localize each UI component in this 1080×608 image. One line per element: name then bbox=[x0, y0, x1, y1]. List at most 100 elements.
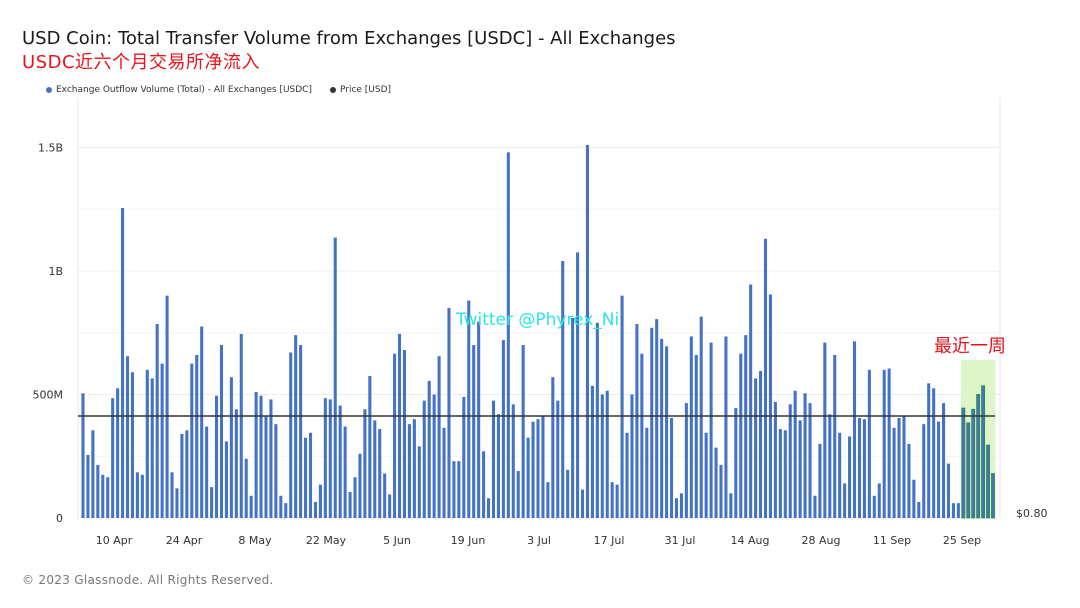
outflow-bar[interactable] bbox=[759, 371, 763, 518]
outflow-bar[interactable] bbox=[620, 295, 624, 518]
outflow-bar[interactable] bbox=[160, 363, 164, 518]
outflow-bar[interactable] bbox=[571, 317, 575, 518]
outflow-bar[interactable] bbox=[383, 473, 387, 518]
outflow-bar[interactable] bbox=[333, 237, 337, 518]
outflow-bar[interactable] bbox=[590, 385, 594, 518]
outflow-bar[interactable] bbox=[699, 316, 703, 518]
outflow-bar[interactable] bbox=[892, 427, 896, 518]
outflow-bar[interactable] bbox=[185, 430, 189, 518]
outflow-bar[interactable] bbox=[694, 354, 698, 518]
outflow-bar[interactable] bbox=[526, 437, 530, 518]
outflow-bar[interactable] bbox=[422, 400, 426, 518]
outflow-bar[interactable] bbox=[491, 400, 496, 518]
outflow-bar[interactable] bbox=[234, 409, 238, 518]
outflow-bar[interactable] bbox=[388, 494, 392, 518]
outflow-bar[interactable] bbox=[828, 414, 832, 518]
outflow-bar[interactable] bbox=[200, 326, 204, 518]
outflow-bar[interactable] bbox=[937, 421, 941, 518]
outflow-bar[interactable] bbox=[125, 356, 130, 518]
outflow-bar[interactable] bbox=[373, 420, 377, 518]
outflow-bar[interactable] bbox=[709, 342, 713, 518]
outflow-bar[interactable] bbox=[239, 333, 243, 518]
outflow-bar[interactable] bbox=[630, 394, 634, 518]
outflow-bar[interactable] bbox=[843, 483, 847, 518]
outflow-bar[interactable] bbox=[803, 393, 807, 518]
outflow-bar[interactable] bbox=[304, 437, 308, 518]
outflow-bar[interactable] bbox=[190, 363, 194, 518]
outflow-bar[interactable] bbox=[407, 424, 411, 518]
outflow-bar[interactable] bbox=[506, 152, 510, 518]
outflow-bar[interactable] bbox=[744, 335, 748, 518]
outflow-bar[interactable] bbox=[719, 464, 723, 518]
outflow-bar[interactable] bbox=[674, 498, 679, 518]
outflow-bar[interactable] bbox=[981, 385, 986, 519]
outflow-bar[interactable] bbox=[818, 443, 822, 518]
outflow-bar[interactable] bbox=[452, 461, 456, 518]
outflow-bar[interactable] bbox=[580, 489, 585, 518]
outflow-bar[interactable] bbox=[917, 501, 921, 518]
outflow-bar[interactable] bbox=[660, 338, 664, 518]
outflow-bar[interactable] bbox=[734, 408, 738, 518]
outflow-bar[interactable] bbox=[101, 474, 105, 518]
outflow-bar[interactable] bbox=[551, 377, 555, 518]
outflow-bar[interactable] bbox=[531, 421, 535, 518]
outflow-bar[interactable] bbox=[793, 390, 797, 518]
outflow-bar[interactable] bbox=[496, 414, 500, 518]
outflow-bar[interactable] bbox=[353, 477, 357, 518]
outflow-bar[interactable] bbox=[299, 345, 303, 518]
outflow-bar[interactable] bbox=[210, 487, 214, 518]
outflow-bar[interactable] bbox=[224, 441, 228, 518]
outflow-bar[interactable] bbox=[472, 345, 476, 518]
outflow-bar[interactable] bbox=[773, 401, 777, 518]
outflow-bar[interactable] bbox=[991, 473, 995, 519]
outflow-bar[interactable] bbox=[857, 417, 862, 518]
outflow-bar[interactable] bbox=[165, 295, 169, 518]
outflow-bar[interactable] bbox=[739, 353, 743, 518]
outflow-bar[interactable] bbox=[971, 408, 976, 519]
outflow-bar[interactable] bbox=[289, 352, 293, 518]
outflow-bar[interactable] bbox=[205, 426, 209, 518]
outflow-bar[interactable] bbox=[402, 350, 407, 518]
outflow-bar[interactable] bbox=[269, 399, 273, 518]
outflow-bar[interactable] bbox=[254, 392, 258, 518]
outflow-bar[interactable] bbox=[650, 327, 654, 518]
outflow-bar[interactable] bbox=[951, 503, 955, 518]
outflow-bar[interactable] bbox=[645, 427, 649, 518]
outflow-bar[interactable] bbox=[778, 429, 782, 518]
outflow-bar[interactable] bbox=[887, 368, 891, 518]
outflow-bar[interactable] bbox=[897, 417, 901, 518]
outflow-bar[interactable] bbox=[155, 324, 159, 518]
outflow-bar[interactable] bbox=[754, 378, 758, 518]
outflow-bar[interactable] bbox=[714, 447, 718, 518]
outflow-bar[interactable] bbox=[852, 341, 857, 518]
outflow-bar[interactable] bbox=[279, 495, 283, 518]
outflow-bar[interactable] bbox=[106, 477, 110, 518]
outflow-bar[interactable] bbox=[397, 333, 402, 518]
outflow-bar[interactable] bbox=[318, 484, 322, 518]
legend-item-price[interactable]: Price [USD] bbox=[329, 85, 391, 95]
outflow-bar[interactable] bbox=[412, 419, 416, 518]
outflow-bar[interactable] bbox=[724, 336, 728, 518]
outflow-bar[interactable] bbox=[417, 446, 421, 518]
outflow-bar[interactable] bbox=[635, 324, 639, 518]
outflow-bar[interactable] bbox=[669, 417, 674, 518]
outflow-bar[interactable] bbox=[150, 378, 154, 518]
outflow-bar[interactable] bbox=[195, 354, 199, 518]
outflow-bar[interactable] bbox=[576, 252, 580, 519]
outflow-bar[interactable] bbox=[640, 353, 644, 518]
outflow-bar[interactable] bbox=[442, 427, 446, 518]
outflow-bar[interactable] bbox=[704, 432, 708, 518]
outflow-bar[interactable] bbox=[427, 380, 431, 518]
outflow-bar[interactable] bbox=[244, 458, 248, 518]
outflow-bar[interactable] bbox=[368, 375, 372, 518]
outflow-bar[interactable] bbox=[813, 495, 817, 518]
outflow-bar[interactable] bbox=[249, 495, 253, 518]
outflow-bar[interactable] bbox=[729, 493, 733, 518]
outflow-bar[interactable] bbox=[313, 501, 317, 518]
outflow-bar[interactable] bbox=[284, 503, 288, 518]
outflow-bar[interactable] bbox=[823, 342, 827, 518]
outflow-bar[interactable] bbox=[111, 398, 115, 518]
outflow-bar[interactable] bbox=[516, 471, 520, 518]
outflow-bar[interactable] bbox=[541, 415, 545, 518]
outflow-bar[interactable] bbox=[145, 369, 149, 518]
